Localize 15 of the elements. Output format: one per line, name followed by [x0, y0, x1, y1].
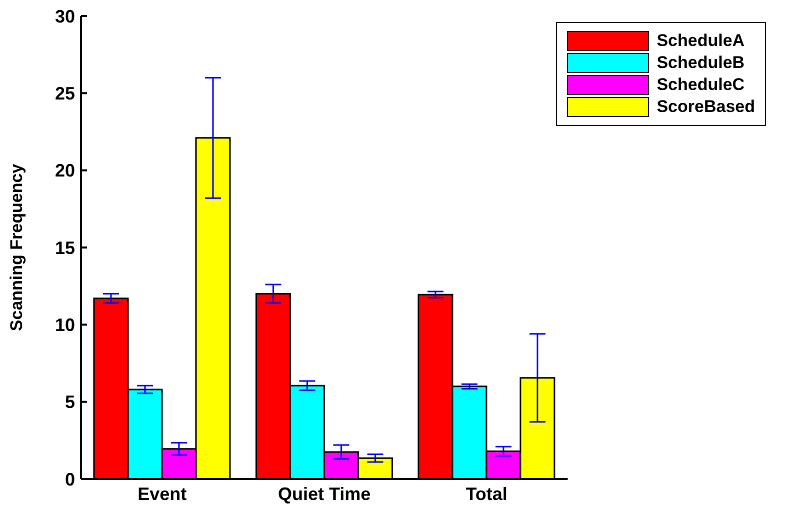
- x-tick-label: Quiet Time: [278, 484, 371, 504]
- legend-label: ScheduleA: [656, 31, 745, 51]
- legend-label: ScheduleB: [656, 53, 745, 73]
- y-tick-label: 5: [64, 392, 75, 412]
- y-tick-label: 30: [54, 6, 75, 26]
- y-tick-label: 25: [54, 84, 75, 104]
- y-tick-label: 10: [54, 315, 75, 336]
- legend-label: ScoreBased: [656, 97, 755, 117]
- y-tick-label: 15: [54, 238, 75, 258]
- x-tick-label: Event: [138, 484, 187, 504]
- legend-label: ScheduleC: [656, 75, 745, 95]
- y-tick-label: 0: [64, 469, 75, 490]
- x-tick-label: Total: [466, 484, 508, 504]
- y-axis-title: Scanning Frequency: [7, 163, 26, 332]
- y-tick-label: 20: [54, 160, 75, 181]
